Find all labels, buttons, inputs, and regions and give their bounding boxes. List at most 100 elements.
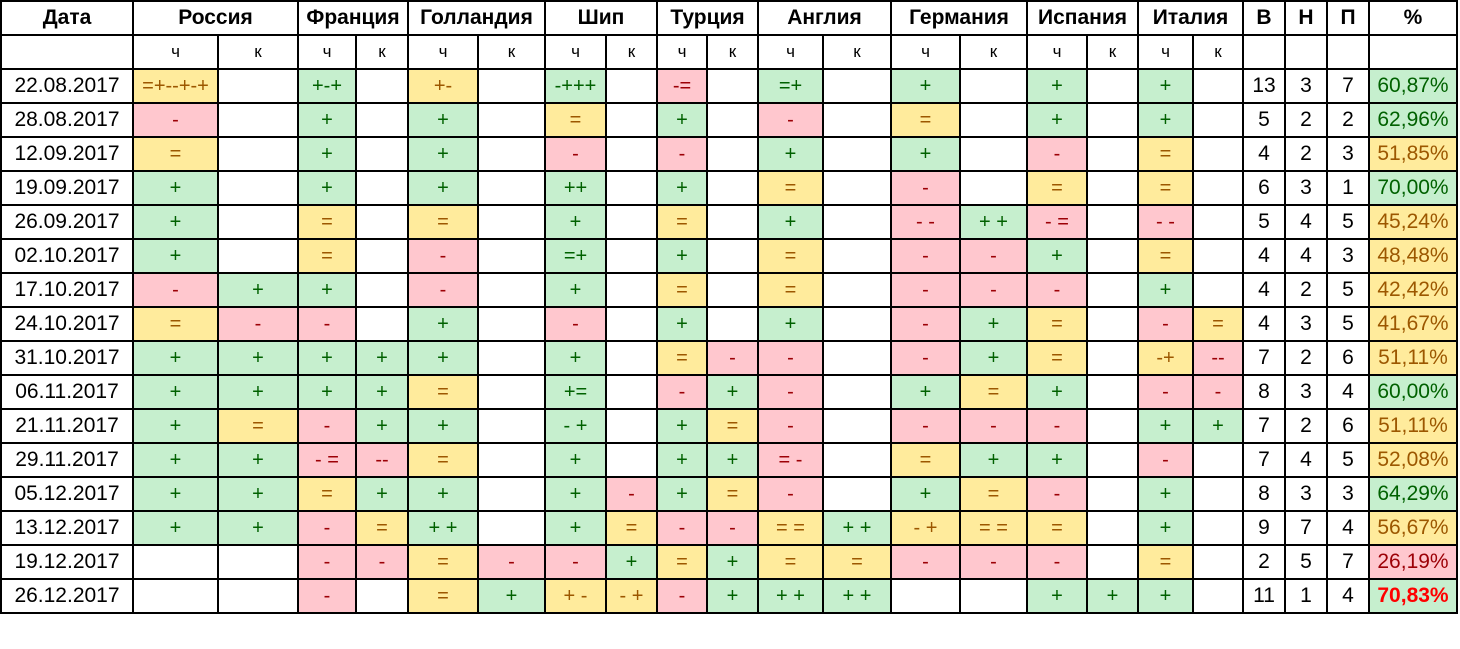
result-cell-k: [355, 136, 409, 172]
result-cell-k: [1086, 544, 1139, 580]
result-cell-ch: = =: [757, 510, 824, 546]
wins-cell: 7: [1242, 340, 1286, 376]
result-cell-ch: +: [1137, 578, 1194, 614]
result-cell-k: -: [605, 476, 658, 512]
result-cell-k: -: [706, 510, 759, 546]
result-cell-ch: + +: [407, 510, 479, 546]
result-cell-ch: +: [544, 476, 607, 512]
result-cell-ch: +: [757, 306, 824, 342]
result-cell-ch: +: [890, 476, 961, 512]
result-cell-ch: -: [656, 578, 708, 614]
percent-cell: 45,24%: [1368, 204, 1458, 240]
result-cell-ch: +: [656, 442, 708, 478]
result-cell-ch: +: [656, 476, 708, 512]
result-cell-ch: =: [1026, 340, 1088, 376]
result-cell-ch: -: [1137, 374, 1194, 410]
header-country-england: Англия: [757, 0, 892, 36]
result-cell-ch: -: [1137, 442, 1194, 478]
result-cell-ch: -: [1026, 272, 1088, 308]
result-cell-ch: +: [544, 204, 607, 240]
result-cell-ch: -: [407, 238, 479, 274]
result-cell-ch: -: [297, 510, 357, 546]
date-cell: 19.12.2017: [0, 544, 134, 580]
result-cell-k: [822, 136, 892, 172]
result-cell-ch: +: [1026, 238, 1088, 274]
result-cell-k: [822, 68, 892, 104]
result-cell-k: [1192, 170, 1244, 206]
result-cell-k: [477, 340, 546, 376]
result-cell-ch: -: [656, 374, 708, 410]
date-cell: 31.10.2017: [0, 340, 134, 376]
result-cell-k: [1192, 204, 1244, 240]
table-row: 19.09.2017 + + + ++ + = - = = 6 3 1 70,00%: [0, 170, 1458, 206]
date-cell: 28.08.2017: [0, 102, 134, 138]
table-row: 05.12.2017 + + = + + + - + = - + = - +8 3 3 64,29%: [0, 476, 1458, 512]
losses-cell: 3: [1326, 476, 1370, 512]
table-row: 24.10.2017 = - - + - + + - + = - = 4 3 5 41,67%: [0, 306, 1458, 342]
result-cell-ch: -: [890, 306, 961, 342]
header-losses: П: [1326, 0, 1370, 36]
percent-cell: 64,29%: [1368, 476, 1458, 512]
result-cell-k: [1192, 476, 1244, 512]
result-cell-k: [822, 238, 892, 274]
result-cell-ch: -: [656, 510, 708, 546]
result-cell-k: =: [1192, 306, 1244, 342]
percent-cell: 42,42%: [1368, 272, 1458, 308]
result-cell-k: +: [706, 442, 759, 478]
result-cell-k: +: [959, 340, 1028, 376]
result-cell-ch: =+: [757, 68, 824, 104]
wins-cell: 4: [1242, 272, 1286, 308]
table-row: 06.11.2017 + + + + = += - + - + = + - -8 3 4 60,00%: [0, 374, 1458, 410]
draws-cell: 2: [1284, 136, 1328, 172]
result-cell-ch: -: [1137, 306, 1194, 342]
result-cell-ch: - =: [1026, 204, 1088, 240]
result-cell-ch: - +: [544, 408, 607, 444]
result-cell-ch: +: [407, 306, 479, 342]
result-cell-k: [477, 374, 546, 410]
result-cell-ch: +: [890, 68, 961, 104]
result-cell-k: [355, 204, 409, 240]
header-row: Дата Россия Франция Голландия Шип Турция…: [0, 0, 1458, 36]
date-cell: 26.12.2017: [0, 578, 134, 614]
result-cell-ch: +: [1026, 442, 1088, 478]
result-cell-k: [1086, 340, 1139, 376]
result-cell-ch: +: [656, 238, 708, 274]
result-cell-ch: =: [757, 544, 824, 580]
subheader-k: к: [605, 34, 658, 70]
wins-cell: 5: [1242, 102, 1286, 138]
subheader-k: к: [959, 34, 1028, 70]
subheader-empty: [1326, 34, 1370, 70]
result-cell-ch: +-: [407, 68, 479, 104]
result-cell-k: [959, 578, 1028, 614]
percent-cell: 60,87%: [1368, 68, 1458, 104]
result-cell-k: [605, 68, 658, 104]
result-cell-k: [822, 204, 892, 240]
result-cell-ch: =: [407, 442, 479, 478]
result-cell-ch: + +: [757, 578, 824, 614]
result-cell-k: [706, 170, 759, 206]
header-draws: Н: [1284, 0, 1328, 36]
result-cell-ch: =: [297, 476, 357, 512]
result-cell-ch: +: [1137, 408, 1194, 444]
wins-cell: 7: [1242, 408, 1286, 444]
result-cell-k: -: [959, 272, 1028, 308]
result-cell-k: =: [959, 476, 1028, 512]
result-cell-ch: =: [1137, 136, 1194, 172]
result-cell-k: =: [822, 544, 892, 580]
result-cell-ch: +: [544, 442, 607, 478]
result-cell-k: [477, 442, 546, 478]
result-cell-ch: +: [132, 170, 219, 206]
header-country-netherlands: Голландия: [407, 0, 546, 36]
result-cell-ch: +: [132, 204, 219, 240]
result-cell-k: -: [217, 306, 299, 342]
result-cell-k: [1192, 442, 1244, 478]
result-cell-ch: -: [1026, 476, 1088, 512]
result-cell-k: +: [217, 510, 299, 546]
date-cell: 19.09.2017: [0, 170, 134, 206]
date-cell: 24.10.2017: [0, 306, 134, 342]
result-cell-k: [1086, 374, 1139, 410]
result-cell-ch: +: [544, 272, 607, 308]
result-cell-k: + +: [822, 578, 892, 614]
result-cell-ch: =: [656, 340, 708, 376]
result-cell-ch: -: [1026, 544, 1088, 580]
